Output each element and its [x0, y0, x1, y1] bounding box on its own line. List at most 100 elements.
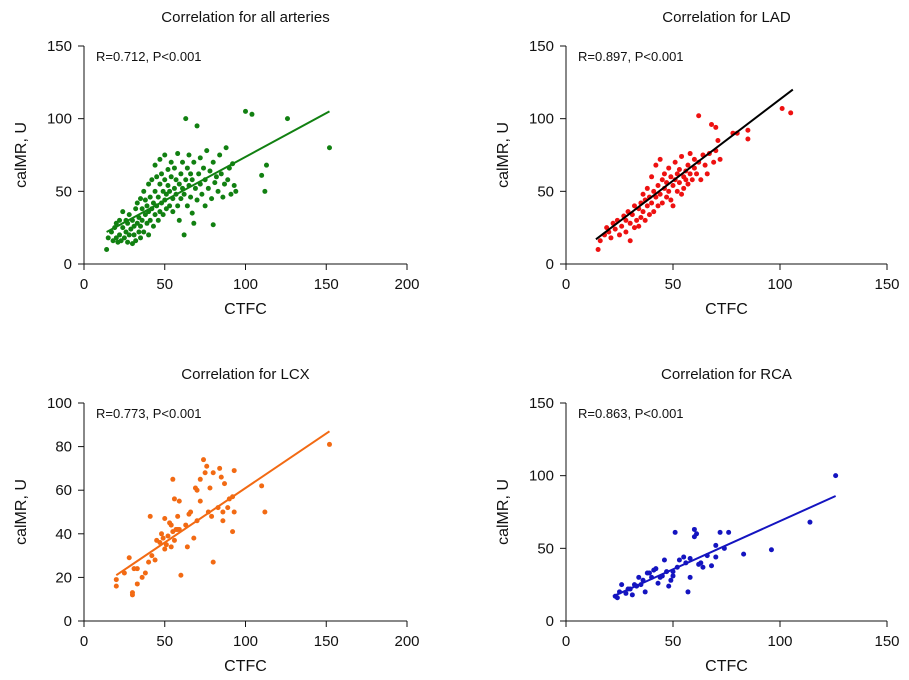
data-point: [661, 557, 667, 563]
data-point: [217, 465, 223, 471]
data-point: [117, 217, 123, 223]
data-point: [128, 226, 134, 232]
data-point: [168, 544, 174, 550]
data-point: [175, 513, 181, 519]
data-point: [651, 209, 657, 215]
data-point: [243, 108, 248, 114]
data-point: [646, 212, 652, 218]
data-point: [139, 217, 145, 223]
data-point: [183, 116, 189, 122]
data-point: [160, 188, 166, 194]
data-point: [176, 217, 182, 223]
y-axis-label: calMR, U: [13, 479, 30, 545]
x-axis-label: CTFC: [705, 658, 748, 675]
data-point: [263, 162, 269, 168]
data-point: [655, 183, 661, 189]
data-point: [152, 188, 158, 194]
data-point: [644, 185, 650, 191]
data-point: [228, 191, 234, 197]
data-point: [627, 238, 633, 244]
y-tick-label: 0: [64, 256, 72, 273]
data-point: [745, 136, 751, 142]
data-point: [126, 212, 132, 218]
data-point: [694, 171, 700, 177]
x-tick-label: 50: [156, 276, 173, 293]
data-point: [133, 238, 139, 244]
data-point: [745, 127, 751, 133]
data-point: [664, 194, 670, 200]
data-point: [168, 159, 174, 165]
data-point: [212, 180, 218, 186]
data-point: [110, 238, 116, 244]
data-point: [147, 513, 153, 519]
data-point: [638, 214, 644, 220]
data-point: [191, 535, 197, 541]
data-point: [134, 200, 140, 206]
data-point: [149, 177, 155, 183]
data-point: [113, 583, 119, 589]
data-point: [713, 542, 719, 548]
data-point: [113, 235, 119, 241]
data-point: [210, 159, 216, 165]
data-point: [608, 235, 614, 241]
data-point: [149, 553, 155, 559]
data-point: [157, 181, 163, 187]
data-point: [646, 570, 652, 576]
data-point: [152, 212, 158, 218]
data-point: [199, 191, 205, 197]
data-point: [210, 470, 216, 476]
regression-line: [595, 88, 794, 241]
chart-title: Correlation for all arteries: [161, 9, 329, 26]
data-point: [666, 165, 672, 171]
x-tick-label: 0: [562, 276, 570, 293]
data-point: [171, 185, 177, 191]
data-point: [649, 200, 655, 206]
data-point: [687, 556, 693, 562]
data-point: [717, 529, 723, 535]
y-tick-label: 20: [55, 569, 72, 586]
data-point: [202, 470, 208, 476]
data-point: [134, 566, 140, 572]
data-point: [192, 185, 198, 191]
data-point: [205, 185, 211, 191]
data-point: [160, 212, 166, 218]
data-point: [197, 498, 203, 504]
data-point: [131, 232, 137, 238]
data-point: [104, 246, 110, 252]
data-point: [788, 110, 794, 116]
data-point: [604, 225, 610, 231]
correlation-annotation: R=0.773, P<0.001: [96, 406, 202, 421]
data-point: [144, 220, 150, 226]
data-point: [181, 232, 187, 238]
x-tick-label: 0: [562, 633, 570, 650]
data-point: [201, 457, 207, 463]
data-point: [670, 203, 676, 209]
x-tick-label: 50: [665, 276, 682, 293]
x-tick-label: 50: [156, 633, 173, 650]
chart-panel-rca: Correlation for RCA R=0.863, P<0.001 0 50 10…: [495, 366, 900, 675]
data-point: [184, 165, 190, 171]
data-point: [636, 223, 642, 229]
data-point: [113, 220, 119, 226]
data-point: [691, 156, 697, 162]
data-point: [685, 181, 691, 187]
y-tick-label: 150: [529, 395, 554, 412]
data-point: [642, 589, 648, 595]
data-point: [210, 559, 216, 565]
data-point: [681, 554, 687, 560]
chart-panel-all-arteries: Correlation for all arteries R=0.712, P<0…: [13, 9, 420, 318]
data-point: [162, 152, 168, 158]
data-point: [259, 172, 265, 178]
data-point: [631, 225, 637, 231]
data-point: [623, 217, 629, 223]
data-point: [284, 116, 290, 122]
x-axis-label: CTFC: [224, 658, 267, 675]
data-point: [180, 159, 186, 165]
chart-title: Correlation for LAD: [662, 9, 791, 26]
data-point: [220, 518, 226, 524]
data-point: [223, 145, 229, 151]
data-point: [209, 196, 215, 202]
data-point: [186, 152, 192, 158]
data-point: [623, 229, 629, 235]
data-point: [691, 526, 697, 532]
